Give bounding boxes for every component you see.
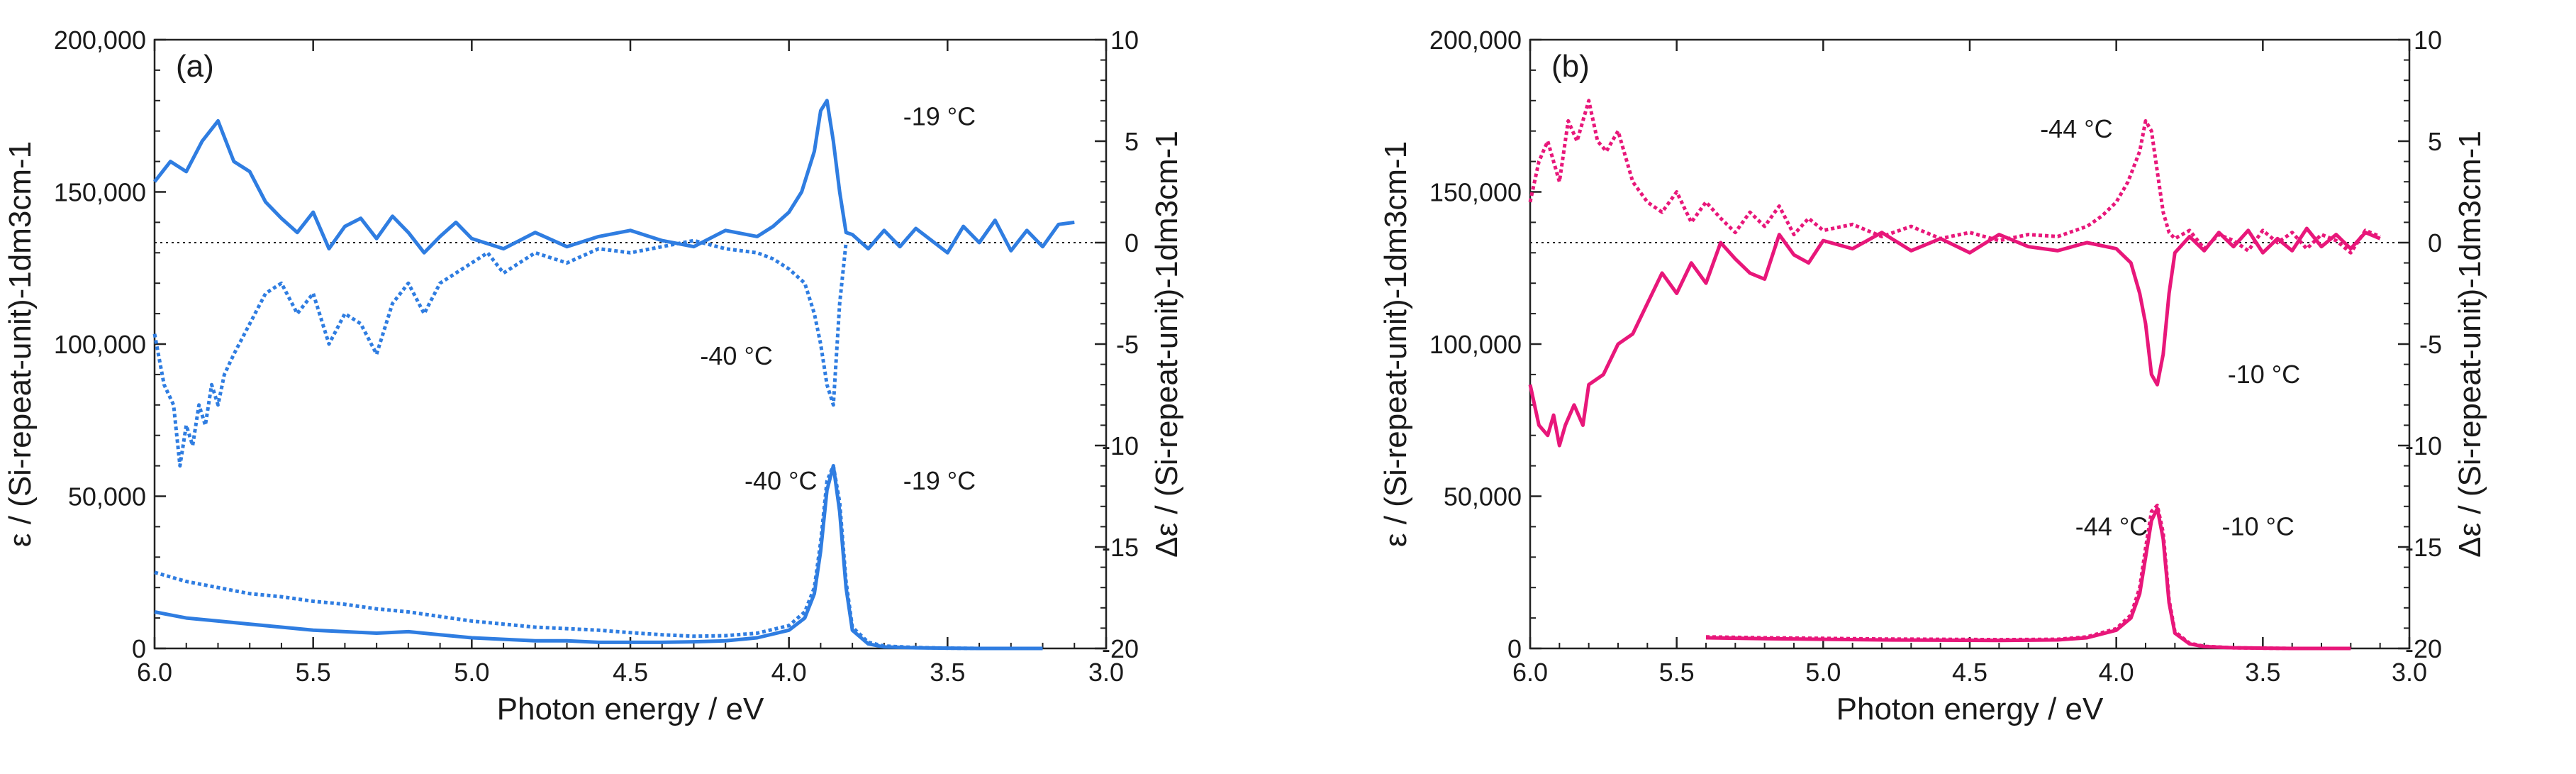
y-left-tick-label: 50,000 xyxy=(68,482,146,512)
series-line-delta-epsilon-dotted xyxy=(152,238,848,468)
temperature-annotation: -19 °C xyxy=(903,102,976,131)
x-tick-label: 5.5 xyxy=(296,658,331,687)
x-tick-label: 5.0 xyxy=(454,658,489,687)
y-left-tick-label: 0 xyxy=(132,634,146,663)
y-right-tick-label: -20 xyxy=(2405,634,2442,663)
y-right-tick-label: -5 xyxy=(1116,330,1139,359)
x-axis-title: Photon energy / eV xyxy=(497,692,764,726)
panel-label: (b) xyxy=(1551,49,1590,84)
temperature-annotation: -10 °C xyxy=(2221,512,2294,541)
y-left-tick-label: 100,000 xyxy=(54,330,146,359)
series-line-epsilon-dotted xyxy=(1705,503,2351,651)
y-right-tick-label: 10 xyxy=(1110,26,1139,55)
y-right-axis-title: Δε / (Si-repeat-unit)-1dm3cm-1 xyxy=(2453,131,2487,558)
x-tick-label: 6.0 xyxy=(137,658,172,687)
y-right-tick-label: -15 xyxy=(1102,533,1139,562)
temperature-annotation: -44 °C xyxy=(2075,512,2148,541)
x-tick-label: 5.5 xyxy=(1659,658,1695,687)
y-left-tick-label: 0 xyxy=(1507,634,1522,663)
x-tick-label: 3.0 xyxy=(1088,658,1124,687)
y-right-tick-label: -10 xyxy=(1102,431,1139,460)
temperature-annotation: -10 °C xyxy=(2228,360,2300,389)
x-axis-title: Photon energy / eV xyxy=(1836,692,2104,726)
y-right-tick-label: -20 xyxy=(1102,634,1139,663)
y-left-tick-label: 200,000 xyxy=(1429,26,1522,55)
y-left-axis-title: ε / (Si-repeat-unit)-1dm3cm-1 xyxy=(1378,141,1413,547)
y-right-axis-title: Δε / (Si-repeat-unit)-1dm3cm-1 xyxy=(1149,131,1184,558)
x-tick-label: 4.0 xyxy=(2099,658,2134,687)
plot-frame xyxy=(1529,38,2411,650)
x-tick-label: 3.5 xyxy=(2245,658,2280,687)
x-tick-label: 4.0 xyxy=(771,658,807,687)
y-right-tick-label: -15 xyxy=(2405,533,2442,562)
y-right-tick-label: 0 xyxy=(1125,228,1139,258)
panel-a: 6.0 5.5 5.0 4.5 4.0 3.5 3.0 0 50,000 100,000 150,0… xyxy=(3,26,1184,726)
x-tick-label: 6.0 xyxy=(1512,658,1548,687)
plot-frame xyxy=(153,38,1108,650)
series-line-delta-epsilon-solid xyxy=(1528,226,2381,448)
temperature-annotation: -19 °C xyxy=(903,466,976,495)
y-left-tick-label: 150,000 xyxy=(1429,178,1522,207)
y-right-tick-label: 10 xyxy=(2414,26,2442,55)
y-left-tick-label: 200,000 xyxy=(54,26,146,55)
y-right-tick-label: -5 xyxy=(2419,330,2442,359)
x-tick-label: 3.5 xyxy=(930,658,965,687)
y-left-tick-label: 100,000 xyxy=(1429,330,1522,359)
y-left-axis-title: ε / (Si-repeat-unit)-1dm3cm-1 xyxy=(3,141,38,547)
x-tick-label: 4.5 xyxy=(613,658,648,687)
series-line-delta-epsilon-dotted xyxy=(1528,99,2381,255)
y-right-tick-label: 5 xyxy=(1125,127,1139,156)
y-right-tick-label: 5 xyxy=(2428,127,2442,156)
temperature-annotation: -40 °C xyxy=(700,341,772,370)
y-left-tick-label: 50,000 xyxy=(1444,482,1522,512)
y-left-tick-label: 150,000 xyxy=(54,178,146,207)
y-right-tick-label: -10 xyxy=(2405,431,2442,460)
panel-label: (a) xyxy=(176,49,214,84)
temperature-annotation: -40 °C xyxy=(745,466,817,495)
x-tick-label: 4.5 xyxy=(1952,658,1987,687)
x-tick-label: 5.0 xyxy=(1805,658,1841,687)
temperature-annotation: -44 °C xyxy=(2040,114,2112,143)
y-right-tick-label: 0 xyxy=(2428,228,2442,258)
panel-b: 6.0 5.5 5.0 4.5 4.0 3.5 3.0 0 50,000 100,000 150,0… xyxy=(1378,26,2487,726)
x-tick-label: 3.0 xyxy=(2392,658,2427,687)
series-line-epsilon-dotted xyxy=(154,464,1043,651)
